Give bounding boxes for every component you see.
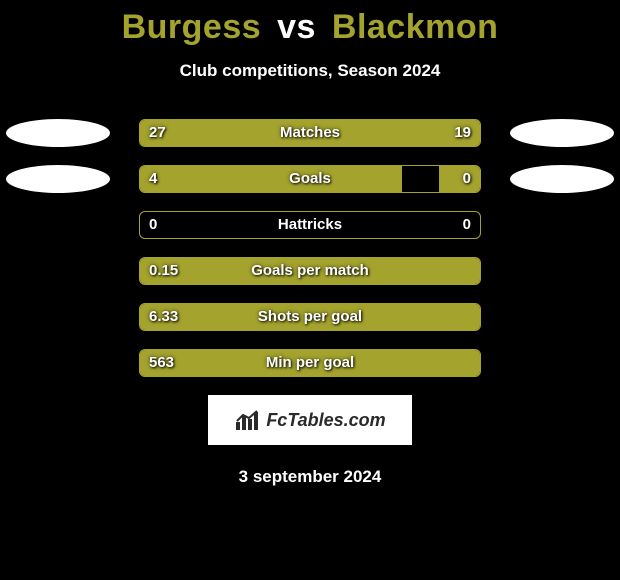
stat-track [139, 257, 481, 285]
stat-row: 6.33Shots per goal [0, 303, 620, 331]
player2-fill [439, 166, 480, 192]
title-vs: vs [277, 8, 316, 46]
stat-track [139, 349, 481, 377]
stat-track [139, 211, 481, 239]
player1-fill [140, 304, 480, 330]
player1-fill [140, 120, 341, 146]
stat-row: 0Hattricks0 [0, 211, 620, 239]
page-title: Burgess vs Blackmon [0, 0, 620, 47]
player1-marker [6, 119, 110, 147]
logo-badge: FcTables.com [208, 395, 412, 445]
player2-marker [510, 119, 614, 147]
stat-row: 0.15Goals per match [0, 257, 620, 285]
stat-row: 27Matches19 [0, 119, 620, 147]
stat-row: 563Min per goal [0, 349, 620, 377]
player2-fill [341, 120, 480, 146]
stat-track [139, 303, 481, 331]
subtitle: Club competitions, Season 2024 [0, 61, 620, 81]
player2-marker [510, 165, 614, 193]
player1-marker [6, 165, 110, 193]
stats-container: 27Matches19 4Goals0 0Hattricks0 0.15Goals p… [0, 119, 620, 377]
stat-track [139, 119, 481, 147]
logo-text: FcTables.com [266, 410, 385, 431]
title-player1: Burgess [122, 8, 262, 46]
player1-fill [140, 166, 402, 192]
player1-fill [140, 350, 480, 376]
stat-track [139, 165, 481, 193]
title-player2: Blackmon [332, 8, 499, 46]
stat-row: 4Goals0 [0, 165, 620, 193]
player1-fill [140, 258, 480, 284]
bars-icon [234, 408, 262, 432]
date-text: 3 september 2024 [0, 467, 620, 487]
